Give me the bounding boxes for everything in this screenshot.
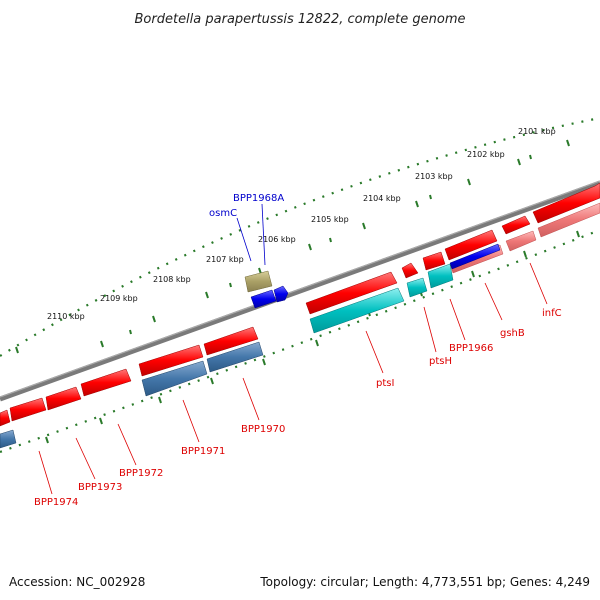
cds-blue-overlap[interactable] bbox=[449, 243, 501, 270]
leader-BPP1974 bbox=[38, 450, 53, 495]
label-ptsH[interactable]: ptsH bbox=[429, 356, 452, 367]
cds-steel[interactable] bbox=[141, 360, 208, 397]
feature-olive[interactable] bbox=[244, 270, 273, 293]
label-infC[interactable]: infC bbox=[542, 308, 562, 319]
cds-forward[interactable] bbox=[9, 397, 47, 422]
tick-2109: 2109 kbp bbox=[100, 294, 138, 303]
inner-tick-track bbox=[0, 228, 600, 454]
tick-2102: 2102 kbp bbox=[467, 150, 505, 159]
cds-forward[interactable] bbox=[422, 251, 446, 271]
label-BPP1973[interactable]: BPP1973 bbox=[78, 482, 122, 493]
label-BPP1974[interactable]: BPP1974 bbox=[34, 497, 78, 508]
reverse-cds-track bbox=[0, 202, 600, 449]
tick-2101: 2101 kbp bbox=[518, 127, 556, 136]
label-BPP1966[interactable]: BPP1966 bbox=[449, 343, 493, 354]
label-BPP1968A[interactable]: BPP1968A bbox=[233, 193, 284, 204]
label-osmC[interactable]: osmC bbox=[209, 208, 237, 219]
cds-steel[interactable] bbox=[206, 341, 264, 373]
leader-infC bbox=[529, 262, 548, 305]
tick-2105: 2105 kbp bbox=[311, 215, 349, 224]
cds-steel[interactable] bbox=[0, 429, 17, 449]
leader-BPP1966 bbox=[449, 298, 466, 341]
topology-text: Topology: circular; Length: 4,773,551 bp… bbox=[259, 575, 590, 589]
leader-osmC bbox=[236, 217, 252, 262]
label-gshB[interactable]: gshB bbox=[500, 328, 525, 339]
tick-2106: 2106 kbp bbox=[258, 235, 296, 244]
cds-reverse[interactable] bbox=[505, 230, 537, 252]
map-title: Bordetella parapertussis 12822, complete… bbox=[135, 12, 466, 27]
cds-reverse[interactable] bbox=[537, 202, 600, 238]
cds-forward[interactable] bbox=[203, 326, 259, 356]
gene-labels: BPP1968A osmC infC gshB BPP1966 ptsH pts… bbox=[34, 193, 562, 508]
outer-tick-track bbox=[0, 116, 600, 357]
leader-BPP1970 bbox=[242, 377, 260, 421]
genome-backbone-highlight bbox=[0, 180, 600, 398]
leader-ptsH bbox=[423, 306, 437, 353]
feature-BPP1968A[interactable] bbox=[273, 285, 289, 303]
cds-cyan[interactable] bbox=[427, 263, 454, 289]
leader-BPP1973 bbox=[75, 437, 96, 480]
inner-major-ticks bbox=[45, 230, 580, 444]
cds-forward[interactable] bbox=[501, 215, 531, 235]
tick-2110: 2110 kbp bbox=[47, 312, 85, 321]
feature-osmC[interactable] bbox=[250, 289, 277, 309]
tick-2107: 2107 kbp bbox=[206, 255, 244, 264]
cds-forward[interactable] bbox=[401, 262, 419, 279]
leader-BPP1968A bbox=[261, 203, 266, 266]
outer-major-ticks bbox=[15, 139, 570, 354]
leader-ptsI bbox=[365, 330, 384, 374]
leader-BPP1972 bbox=[117, 423, 137, 466]
leader-gshB bbox=[484, 282, 503, 321]
label-BPP1970[interactable]: BPP1970 bbox=[241, 424, 285, 435]
leader-lines bbox=[38, 203, 548, 495]
cds-forward[interactable] bbox=[305, 271, 398, 315]
cds-forward[interactable] bbox=[532, 182, 600, 224]
cds-cyan[interactable] bbox=[309, 287, 405, 334]
genome-backbone bbox=[0, 180, 600, 402]
cds-forward[interactable] bbox=[45, 386, 82, 411]
tick-labels: 2101 kbp 2102 kbp 2103 kbp 2104 kbp 2105… bbox=[47, 127, 556, 321]
label-BPP1971[interactable]: BPP1971 bbox=[181, 446, 225, 457]
accession-text: Accession: NC_002928 bbox=[9, 575, 145, 589]
label-ptsI[interactable]: ptsI bbox=[376, 378, 394, 389]
cds-forward[interactable] bbox=[0, 409, 11, 427]
label-BPP1972[interactable]: BPP1972 bbox=[119, 468, 163, 479]
cds-forward[interactable] bbox=[80, 368, 132, 397]
cds-cyan[interactable] bbox=[406, 277, 428, 298]
leader-BPP1971 bbox=[182, 399, 200, 443]
tick-2103: 2103 kbp bbox=[415, 172, 453, 181]
tick-2104: 2104 kbp bbox=[363, 194, 401, 203]
cds-forward[interactable] bbox=[444, 229, 498, 261]
forward-cds-track bbox=[0, 182, 600, 427]
cds-forward[interactable] bbox=[138, 344, 204, 377]
small-features bbox=[244, 270, 289, 309]
tick-2108: 2108 kbp bbox=[153, 275, 191, 284]
